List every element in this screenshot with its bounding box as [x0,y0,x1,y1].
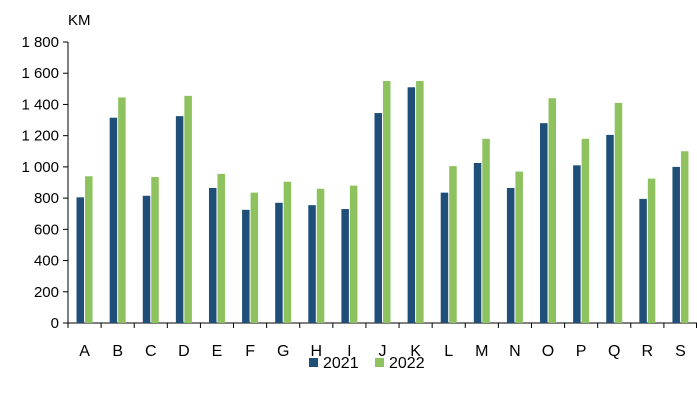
y-tick-label: 1 600 [21,65,59,82]
x-tick-label: E [212,343,223,360]
bar-2022-M [482,138,490,323]
bar-2021-L [440,192,449,323]
y-tick-label: 0 [51,315,59,332]
bar-2021-A [76,197,85,323]
bar-2021-M [473,162,482,323]
x-tick-label: H [311,343,323,360]
bar-2022-L [449,166,457,323]
y-tick-label: 1 800 [21,34,59,51]
y-tick-label: 1 400 [21,96,59,113]
y-tick-label: 1 000 [21,159,59,176]
bar-2022-A [85,176,93,323]
bar-2022-Q [614,102,623,323]
x-tick-label: P [576,343,587,360]
legend-label-2022: 2022 [389,355,425,372]
x-tick-label: S [675,343,686,360]
bar-2022-R [647,178,656,323]
x-tick-label: C [145,343,157,360]
x-tick-label: B [112,343,123,360]
bar-2021-I [341,209,349,323]
bar-2021-B [109,117,118,323]
x-tick-label: R [642,343,654,360]
y-tick-label: 800 [34,190,59,207]
bar-2021-P [573,165,581,323]
legend-swatch-2022 [375,358,384,367]
bar-2022-C [151,177,159,323]
bar-2021-C [142,195,151,323]
bar-2022-D [184,95,192,323]
bar-2021-F [242,209,250,323]
bar-2022-I [349,185,358,323]
bar-2022-O [548,98,557,323]
x-tick-label: D [178,343,190,360]
bar-2021-K [407,87,416,324]
bars [76,81,689,324]
x-tick-label: I [347,343,351,360]
bar-2021-G [275,202,283,323]
bar-2022-H [316,188,325,323]
y-unit-label: KM [68,12,91,29]
bar-2021-O [540,123,548,323]
bar-2022-J [383,81,391,324]
bar-2022-S [680,151,689,323]
y-tick-label: 400 [34,253,59,270]
bar-2021-N [506,187,515,323]
bar-2022-B [118,97,126,324]
y-tick-label: 1 200 [21,128,59,145]
x-tick-label: N [509,343,521,360]
bar-2021-R [639,198,647,323]
x-tick-label: A [79,343,90,360]
bar-2021-S [672,166,680,323]
bar-2021-Q [606,134,614,323]
bar-2022-N [515,171,523,323]
bar-2021-H [308,205,316,323]
x-tick-label: K [410,343,421,360]
x-tick-label: L [444,343,453,360]
bar-2022-K [416,81,424,324]
bar-2021-E [208,187,217,323]
y-axis: 0 200 400 600 800 1 000 1 200 1 400 1 600 1 800 [21,34,69,332]
bar-2022-E [217,173,225,323]
legend: 2021 2022 [309,355,425,372]
bar-2022-F [250,192,259,323]
x-axis: A B C D E F G H I J K L M N O P Q R S [67,322,697,360]
legend-label-2021: 2021 [323,355,359,372]
legend-swatch-2021 [309,358,318,367]
x-tick-label: F [245,343,255,360]
y-tick-label: 200 [34,284,59,301]
x-tick-label: O [542,343,554,360]
x-tick-label: J [379,343,387,360]
x-tick-label: Q [608,343,620,360]
bar-2022-G [283,181,292,323]
bar-2021-J [374,113,382,324]
x-tick-label: M [475,343,488,360]
bar-2022-P [581,138,590,323]
y-tick-label: 600 [34,221,59,238]
bar-2021-D [175,116,184,324]
x-tick-label: G [277,343,289,360]
